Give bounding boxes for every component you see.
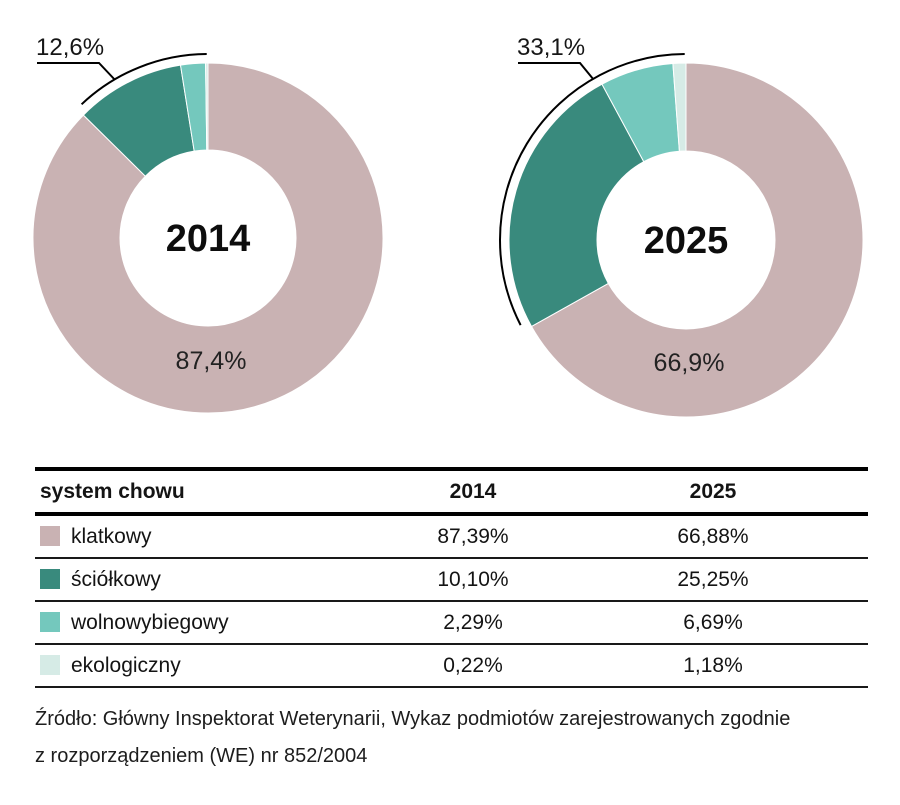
row-label: ekologiczny (71, 654, 181, 677)
rest-share-label: 33,1% (517, 34, 585, 61)
legend-table: system chowu 2014 2025 klatkowy 87,39% 6… (35, 467, 868, 688)
rest-share-label: 12,6% (36, 34, 104, 61)
row-value-2014: 10,10% (353, 558, 593, 602)
table-row-ekologiczny: ekologiczny 0,22% 1,18% (35, 644, 868, 688)
row-value-2014: 2,29% (353, 601, 593, 645)
row-label: wolnowybiegowy (71, 611, 229, 634)
legend-swatch-ekologiczny (40, 655, 60, 675)
chart-year-label: 2025 (644, 220, 729, 262)
legend-swatch-sciolkowy (40, 569, 60, 589)
table-row-wolnowybiegowy: wolnowybiegowy 2,29% 6,69% (35, 601, 868, 645)
annotation-leader-line (518, 62, 594, 80)
column-header-system-chowu: system chowu (35, 469, 353, 516)
table-header-row: system chowu 2014 2025 (35, 469, 868, 516)
row-value-2025: 25,25% (593, 558, 868, 602)
column-header-2025: 2025 (593, 469, 868, 516)
annotation-arc (80, 53, 207, 106)
donut-segment-klatkowy (530, 62, 864, 418)
source-line-1: Źródło: Główny Inspektorat Weterynarii, … (35, 708, 791, 730)
donut-segment-klatkowy (32, 62, 384, 414)
donut-segment-ściółkowy (508, 83, 645, 328)
row-value-2025: 1,18% (593, 644, 868, 688)
annotation-leader-line (37, 62, 116, 81)
donut-chart-2014: 12,6% 2014 87,4% (32, 34, 384, 414)
row-value-2014: 0,22% (353, 644, 593, 688)
column-header-2014: 2014 (353, 469, 593, 516)
annotation-arc (499, 53, 685, 326)
source-line-2: z rozporządzeniem (WE) nr 852/2004 (35, 745, 368, 767)
row-value-2025: 6,69% (593, 601, 868, 645)
chart-year-label: 2014 (166, 218, 251, 260)
main-share-label: 87,4% (176, 347, 247, 375)
donut-segment-ekologiczny (205, 62, 209, 151)
legend-swatch-klatkowy (40, 526, 60, 546)
donut-segment-ekologiczny (672, 62, 687, 152)
legend-swatch-wolnowybiegowy (40, 612, 60, 632)
main-share-label: 66,9% (654, 349, 725, 377)
row-value-2014: 87,39% (353, 514, 593, 559)
row-label: ściółkowy (71, 568, 161, 591)
table-row-sciolkowy: ściółkowy 10,10% 25,25% (35, 558, 868, 602)
donut-chart-2025: 33,1% 2025 66,9% (499, 34, 864, 418)
row-label: klatkowy (71, 525, 152, 548)
table-row-klatkowy: klatkowy 87,39% 66,88% (35, 514, 868, 559)
source-note: Źródło: Główny Inspektorat Weterynarii, … (35, 701, 790, 775)
row-value-2025: 66,88% (593, 514, 868, 559)
